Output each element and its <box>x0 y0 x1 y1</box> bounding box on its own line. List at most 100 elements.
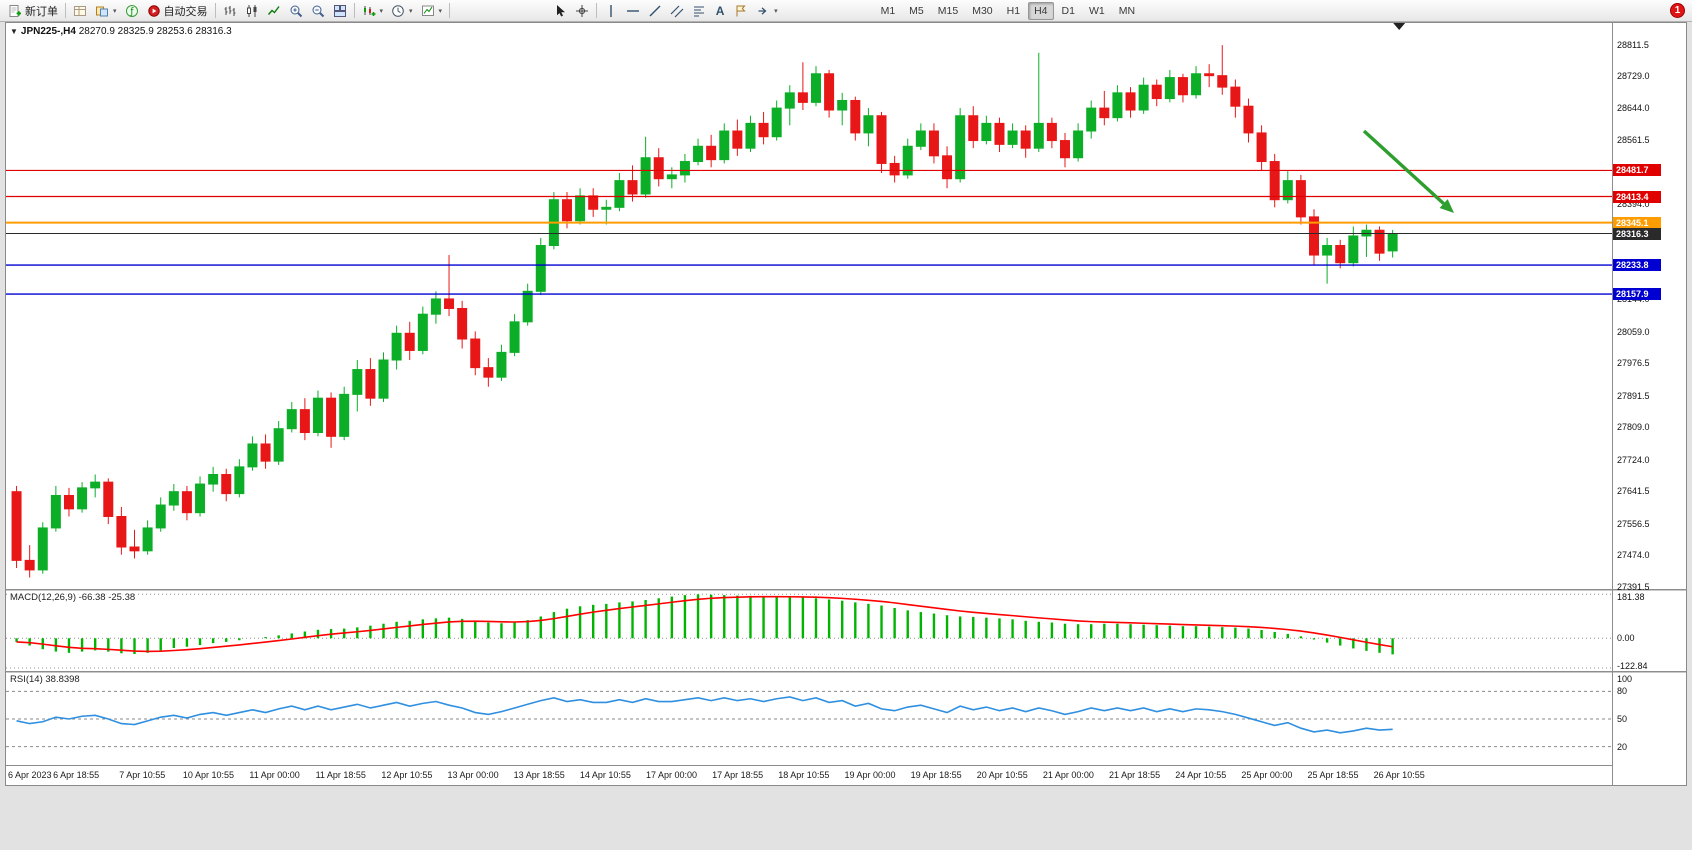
candle-body <box>1374 229 1385 254</box>
chart-menu-icon[interactable]: ▼ <box>10 27 18 36</box>
new-order-button[interactable]: 新订单 <box>4 1 62 20</box>
candle-body <box>797 92 808 103</box>
macd-panel[interactable] <box>6 591 1612 671</box>
time-axis[interactable]: 6 Apr 2023 6 Apr 18:55 7 Apr 10:55 10 Apr 1… <box>6 765 1612 785</box>
candle-body <box>181 491 192 514</box>
time-axis-label: 7 Apr 10:55 <box>119 770 166 780</box>
candle-body <box>24 559 35 571</box>
candle-body <box>168 491 179 506</box>
auto-trading-button[interactable]: 自动交易 <box>143 1 212 20</box>
panel-divider[interactable] <box>6 671 1612 673</box>
price-axis-label: 27556.5 <box>1617 518 1650 529</box>
candle-body <box>1073 130 1084 159</box>
time-axis-label: 20 Apr 10:55 <box>976 770 1028 780</box>
auto-trading-label: 自动交易 <box>163 5 208 18</box>
candle-body <box>1046 122 1057 142</box>
price-axis-label: 27641.5 <box>1617 486 1650 497</box>
candle-body <box>339 393 350 437</box>
candle-body <box>575 195 586 222</box>
label-tool-button[interactable] <box>730 1 752 20</box>
vertical-line-tool-button[interactable] <box>600 1 622 20</box>
candlestick-chart-button[interactable] <box>241 1 263 20</box>
periods-clock-icon <box>391 4 405 18</box>
chart-symbol-period: JPN225-,H4 <box>20 26 76 37</box>
notification-badge[interactable]: 1 <box>1670 3 1685 18</box>
toolbar-separator <box>449 3 451 18</box>
price-axis-label: 28644.0 <box>1617 103 1650 114</box>
timeframe-D1-button[interactable]: D1 <box>1061 4 1075 17</box>
rsi-panel[interactable] <box>6 673 1612 765</box>
add-indicator-icon <box>362 4 376 18</box>
line-chart-button[interactable] <box>263 1 285 20</box>
price-axis-label: 27391.5 <box>1617 581 1650 592</box>
price-axis-label: 27891.5 <box>1617 390 1650 401</box>
text-tool-button[interactable]: A <box>710 1 730 20</box>
timeframe-W1-button[interactable]: W1 <box>1088 4 1105 17</box>
zoom-in-button[interactable] <box>285 1 307 20</box>
timeframe-M15-button[interactable]: M15 <box>937 4 959 17</box>
candle-body <box>509 321 520 353</box>
candle-body <box>1243 105 1254 134</box>
horizontal-line-icon <box>626 4 640 18</box>
macd-indicator-label: MACD(12,26,9) -66.38 -25.38 <box>10 592 136 603</box>
indicators-icon: ƒ <box>125 4 139 18</box>
candle-body <box>155 504 166 529</box>
horizontal-line-tool-button[interactable] <box>622 1 644 20</box>
bar-chart-button[interactable] <box>219 1 241 20</box>
candle-body <box>758 122 769 138</box>
candle-body <box>994 122 1005 145</box>
trendline-tool-button[interactable] <box>644 1 666 20</box>
candle-body <box>260 443 271 462</box>
candle-body <box>915 130 926 147</box>
candle-body <box>286 409 297 430</box>
candle-body <box>299 409 310 434</box>
charts-button[interactable] <box>69 1 91 20</box>
fibonacci-icon <box>692 4 706 18</box>
profiles-button[interactable]: ▾ <box>91 1 121 20</box>
price-axis-label: 28059.0 <box>1617 326 1650 337</box>
timeframe-M1-button[interactable]: M1 <box>880 4 896 17</box>
candle-body <box>444 298 455 309</box>
crosshair-button[interactable] <box>571 1 593 20</box>
price-axis-label: 27724.0 <box>1617 454 1650 465</box>
candle-body <box>968 115 979 142</box>
level-price-label-current-price: 28316.3 <box>1613 227 1661 240</box>
arrows-tool-button[interactable]: ▾ <box>752 1 782 20</box>
candle-body <box>1230 86 1241 107</box>
time-axis-label: 17 Apr 18:55 <box>712 770 764 780</box>
price-axis[interactable]: 28811.528729.028644.028561.528394.028144… <box>1612 23 1686 785</box>
candle-body <box>234 466 245 495</box>
candle-body <box>378 359 389 399</box>
candle-body <box>679 161 690 176</box>
toolbar-separator <box>214 3 216 18</box>
main-price-chart[interactable] <box>6 23 1612 589</box>
candle-body <box>1059 140 1070 159</box>
time-axis-label: 17 Apr 00:00 <box>645 770 698 780</box>
timeframe-M30-button[interactable]: M30 <box>972 4 993 17</box>
time-axis-label: 19 Apr 00:00 <box>844 770 896 780</box>
axis-divider <box>1613 589 1686 591</box>
timeframe-H4-button[interactable]: H4 <box>1028 1 1054 20</box>
zoom-out-button[interactable] <box>307 1 329 20</box>
panel-divider[interactable] <box>6 589 1612 591</box>
timeframe-MN-button[interactable]: MN <box>1118 4 1136 17</box>
indicators-button[interactable]: ƒ <box>121 1 143 20</box>
time-axis-label: 21 Apr 00:00 <box>1042 770 1094 780</box>
templates-button[interactable]: ▾ <box>417 1 447 20</box>
cursor-button[interactable] <box>549 1 571 20</box>
candle-body <box>640 157 651 195</box>
channel-tool-button[interactable] <box>666 1 688 20</box>
periods-caret-icon: ▾ <box>409 7 413 15</box>
candle-body <box>889 162 900 176</box>
candle-body <box>129 546 140 552</box>
add-indicator-button[interactable]: ▾ <box>358 1 388 20</box>
candle-body <box>535 245 546 292</box>
timeframe-M5-button[interactable]: M5 <box>909 4 924 17</box>
chart-header: ▼ JPN225-,H4 28270.9 28325.9 28253.6 2831… <box>10 26 232 37</box>
chart-ohlc-values: 28270.9 28325.9 28253.6 28316.3 <box>78 26 232 37</box>
periods-button[interactable]: ▾ <box>387 1 417 20</box>
timeframe-H1-button[interactable]: H1 <box>1006 4 1021 17</box>
fibonacci-tool-button[interactable] <box>688 1 710 20</box>
new-order-icon <box>8 4 22 18</box>
tile-windows-button[interactable] <box>329 1 351 20</box>
